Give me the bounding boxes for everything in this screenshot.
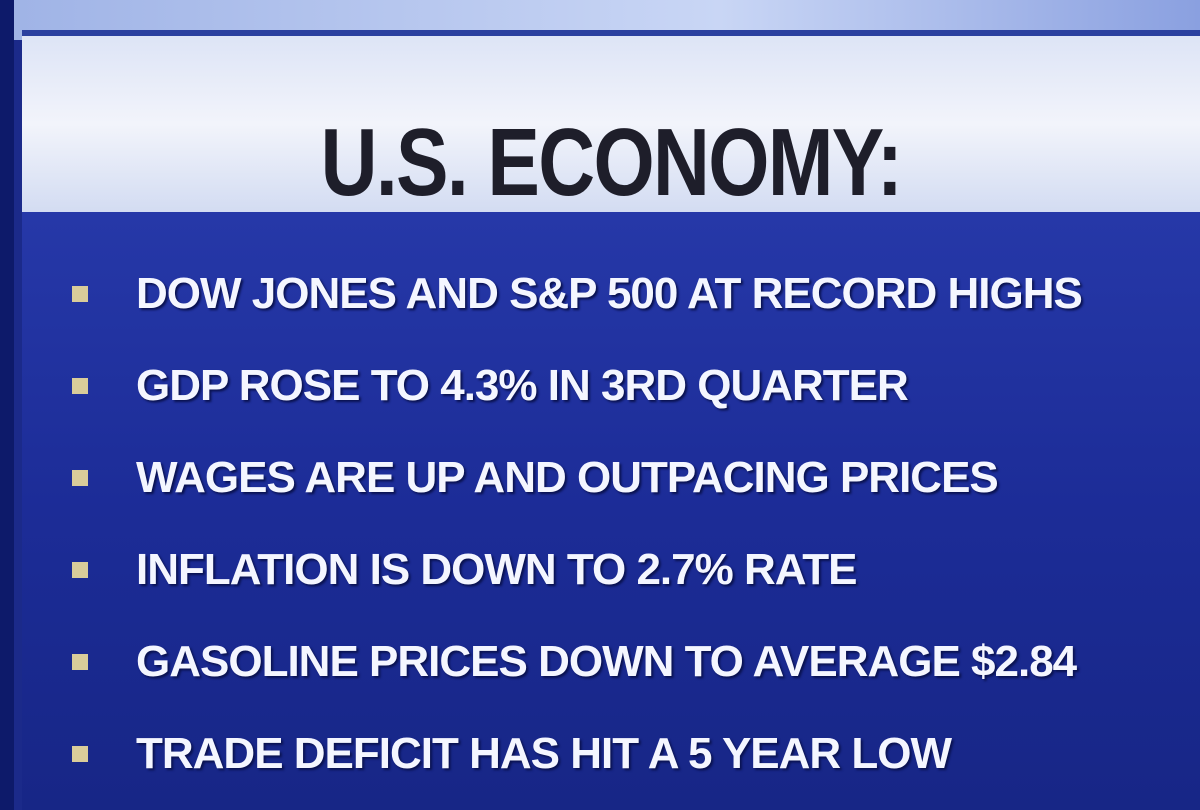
bullet-text: DOW JONES AND S&P 500 AT RECORD HIGHS bbox=[136, 269, 1083, 318]
bullet-text: INFLATION IS DOWN TO 2.7% RATE bbox=[136, 545, 857, 594]
bullet-item: DOW JONES AND S&P 500 AT RECORD HIGHS bbox=[72, 248, 1083, 340]
frame bbox=[0, 0, 14, 810]
bullet-panel: DOW JONES AND S&P 500 AT RECORD HIGHS GDP… bbox=[22, 212, 1200, 810]
title: U.S. ECONOMY: bbox=[320, 109, 903, 216]
bullet-text: TRADE DEFICIT HAS HIT A 5 YEAR LOW bbox=[136, 729, 952, 778]
bullet-marker bbox=[72, 562, 88, 578]
bullet-item: TRADE DEFICIT HAS HIT A 5 YEAR LOW bbox=[72, 708, 1082, 800]
bullet-marker bbox=[72, 746, 88, 762]
bullet-text: GASOLINE PRICES DOWN TO AVERAGE $2.84 bbox=[136, 637, 1077, 686]
bullet-marker bbox=[72, 654, 88, 670]
bullet-marker bbox=[72, 470, 88, 486]
bullet-marker bbox=[72, 286, 88, 302]
bullet-item: GASOLINE PRICES DOWN TO AVERAGE $2.84 bbox=[72, 616, 1082, 708]
bullet-marker bbox=[72, 378, 88, 394]
bullet-item: GDP ROSE TO 4.3% IN 3RD QUARTER bbox=[72, 340, 1082, 432]
bullet-item: INFLATION IS DOWN TO 2.7% RATE bbox=[72, 524, 1082, 616]
bullet-item: WAGES ARE UP AND OUTPACING PRICES bbox=[72, 432, 1082, 524]
bullet-list: DOW JONES AND S&P 500 AT RECORD HIGHS GDP… bbox=[72, 248, 1083, 800]
header: U.S. ECONOMY: bbox=[22, 30, 1200, 216]
bullet-text: GDP ROSE TO 4.3% IN 3RD QUARTER bbox=[136, 361, 909, 410]
bullet-text: WAGES ARE UP AND OUTPACING PRICES bbox=[136, 453, 999, 502]
